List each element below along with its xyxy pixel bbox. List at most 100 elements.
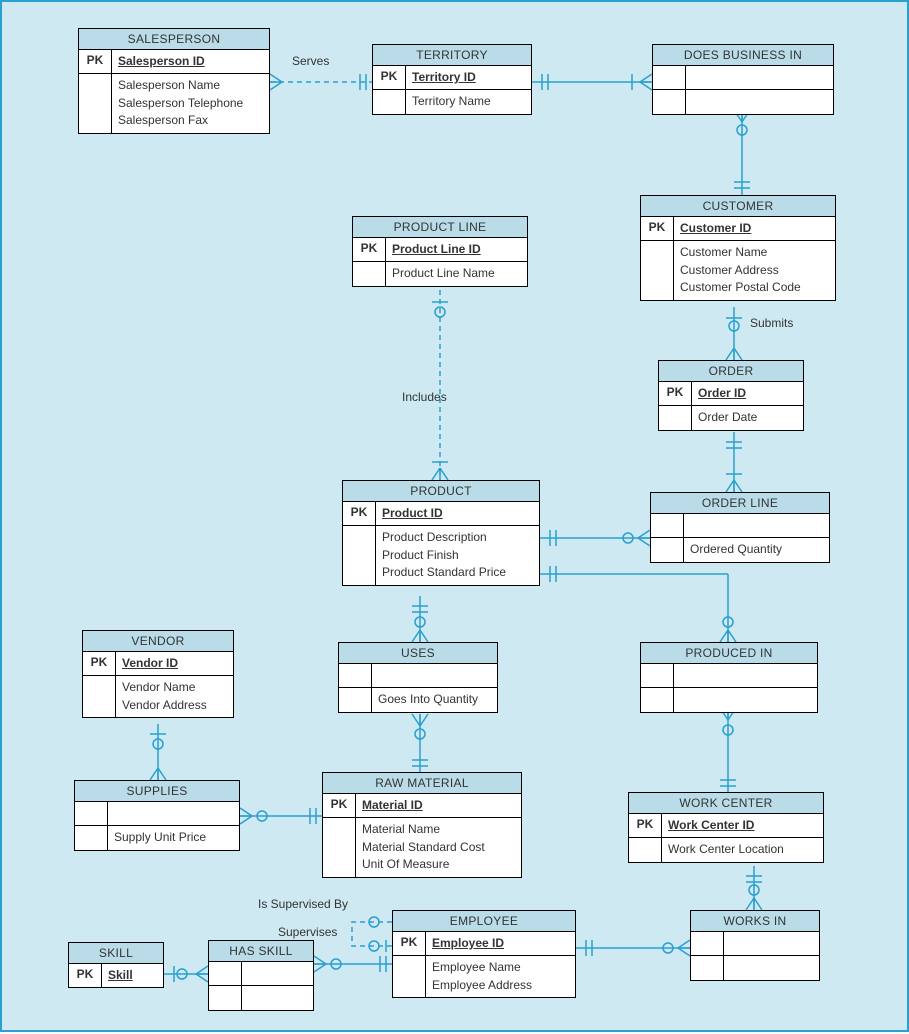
label-supervises: Supervises <box>278 925 337 939</box>
entity-uses: USES Goes Into Quantity <box>338 642 498 713</box>
attr-left-spacer <box>653 90 686 113</box>
pk-label-empty <box>651 514 684 537</box>
entity-title: PRODUCT LINE <box>353 217 527 238</box>
entity-title: HAS SKILL <box>209 941 313 962</box>
label-is-supervised-by: Is Supervised By <box>258 897 348 911</box>
attr-left-spacer <box>75 826 108 849</box>
entity-produced_in: PRODUCED IN <box>640 642 818 713</box>
entity-title: WORK CENTER <box>629 793 823 814</box>
entity-title: SKILL <box>69 943 163 964</box>
entity-attrs: Product DescriptionProduct FinishProduct… <box>376 526 539 584</box>
entity-title: TERRITORY <box>373 45 531 66</box>
pk-label: PK <box>343 502 376 525</box>
attr-left-spacer <box>641 241 674 299</box>
pk-attr: Vendor ID <box>116 652 233 675</box>
pk-attr: Employee ID <box>426 932 575 955</box>
pk-label-empty <box>339 664 372 687</box>
pk-label: PK <box>69 964 102 987</box>
attr-left-spacer <box>641 688 674 711</box>
entity-attrs <box>686 90 833 113</box>
pk-attr: Customer ID <box>674 217 835 240</box>
pk-label: PK <box>629 814 662 837</box>
entity-attrs <box>674 688 817 711</box>
pk-attr: Salesperson ID <box>112 50 269 73</box>
pk-attr-empty <box>686 66 833 89</box>
entity-works_in: WORKS IN <box>690 910 820 981</box>
entity-attrs <box>724 956 819 979</box>
pk-attr: Territory ID <box>406 66 531 89</box>
entity-order_line: ORDER LINE Ordered Quantity <box>650 492 830 563</box>
attr-left-spacer <box>659 406 692 429</box>
pk-label: PK <box>83 652 116 675</box>
entity-order: ORDERPKOrder ID Order Date <box>658 360 804 431</box>
pk-label: PK <box>373 66 406 89</box>
pk-attr-empty <box>372 664 497 687</box>
entity-title: SALESPERSON <box>79 29 269 50</box>
pk-attr: Skill <box>102 964 163 987</box>
pk-label-empty <box>641 664 674 687</box>
pk-label: PK <box>323 794 356 817</box>
entity-attrs: Ordered Quantity <box>684 538 829 561</box>
entity-product: PRODUCTPKProduct ID Product DescriptionP… <box>342 480 540 586</box>
entity-territory: TERRITORYPKTerritory ID Territory Name <box>372 44 532 115</box>
attr-left-spacer <box>209 986 242 1009</box>
entity-has_skill: HAS SKILL <box>208 940 314 1011</box>
entity-attrs: Goes Into Quantity <box>372 688 497 711</box>
pk-attr-empty <box>674 664 817 687</box>
attr-left-spacer <box>691 956 724 979</box>
entity-attrs: Employee NameEmployee Address <box>426 956 575 997</box>
pk-label: PK <box>79 50 112 73</box>
entity-employee: EMPLOYEEPKEmployee ID Employee NameEmplo… <box>392 910 576 998</box>
entity-raw_material: RAW MATERIALPKMaterial ID Material NameM… <box>322 772 522 878</box>
attr-left-spacer <box>339 688 372 711</box>
entity-customer: CUSTOMERPKCustomer ID Customer NameCusto… <box>640 195 836 301</box>
entity-title: WORKS IN <box>691 911 819 932</box>
pk-label: PK <box>641 217 674 240</box>
attr-left-spacer <box>83 676 116 717</box>
entity-attrs: Customer NameCustomer AddressCustomer Po… <box>674 241 835 299</box>
entity-work_center: WORK CENTERPKWork Center ID Work Center … <box>628 792 824 863</box>
erd-canvas: Serves Includes Submits Is Supervised By… <box>0 0 909 1032</box>
pk-attr: Product Line ID <box>386 238 527 261</box>
entity-title: RAW MATERIAL <box>323 773 521 794</box>
pk-attr-empty <box>684 514 829 537</box>
entity-attrs <box>242 986 313 1009</box>
entity-attrs: Material NameMaterial Standard CostUnit … <box>356 818 521 876</box>
entity-attrs: Vendor NameVendor Address <box>116 676 233 717</box>
label-submits: Submits <box>750 316 793 330</box>
pk-label: PK <box>353 238 386 261</box>
entity-attrs: Salesperson NameSalesperson TelephoneSal… <box>112 74 269 132</box>
pk-attr-empty <box>242 962 313 985</box>
entity-title: EMPLOYEE <box>393 911 575 932</box>
entity-does_business_in: DOES BUSINESS IN <box>652 44 834 115</box>
entity-title: USES <box>339 643 497 664</box>
entity-title: PRODUCED IN <box>641 643 817 664</box>
label-serves: Serves <box>292 54 329 68</box>
entity-title: CUSTOMER <box>641 196 835 217</box>
pk-attr-empty <box>108 802 239 825</box>
attr-left-spacer <box>373 90 406 113</box>
attr-left-spacer <box>393 956 426 997</box>
entity-title: PRODUCT <box>343 481 539 502</box>
pk-attr: Order ID <box>692 382 803 405</box>
label-includes: Includes <box>402 390 447 404</box>
entity-supplies: SUPPLIES Supply Unit Price <box>74 780 240 851</box>
attr-left-spacer <box>323 818 356 876</box>
entity-vendor: VENDORPKVendor ID Vendor NameVendor Addr… <box>82 630 234 718</box>
pk-label-empty <box>691 932 724 955</box>
entity-attrs: Territory Name <box>406 90 531 113</box>
attr-left-spacer <box>629 838 662 861</box>
pk-label: PK <box>659 382 692 405</box>
entity-title: ORDER <box>659 361 803 382</box>
pk-label: PK <box>393 932 426 955</box>
pk-label-empty <box>75 802 108 825</box>
attr-left-spacer <box>79 74 112 132</box>
entity-product_line: PRODUCT LINEPKProduct Line ID Product Li… <box>352 216 528 287</box>
entity-attrs: Order Date <box>692 406 803 429</box>
entity-attrs: Product Line Name <box>386 262 527 285</box>
pk-label-empty <box>653 66 686 89</box>
attr-left-spacer <box>651 538 684 561</box>
entity-attrs: Work Center Location <box>662 838 823 861</box>
entity-title: ORDER LINE <box>651 493 829 514</box>
pk-attr: Product ID <box>376 502 539 525</box>
